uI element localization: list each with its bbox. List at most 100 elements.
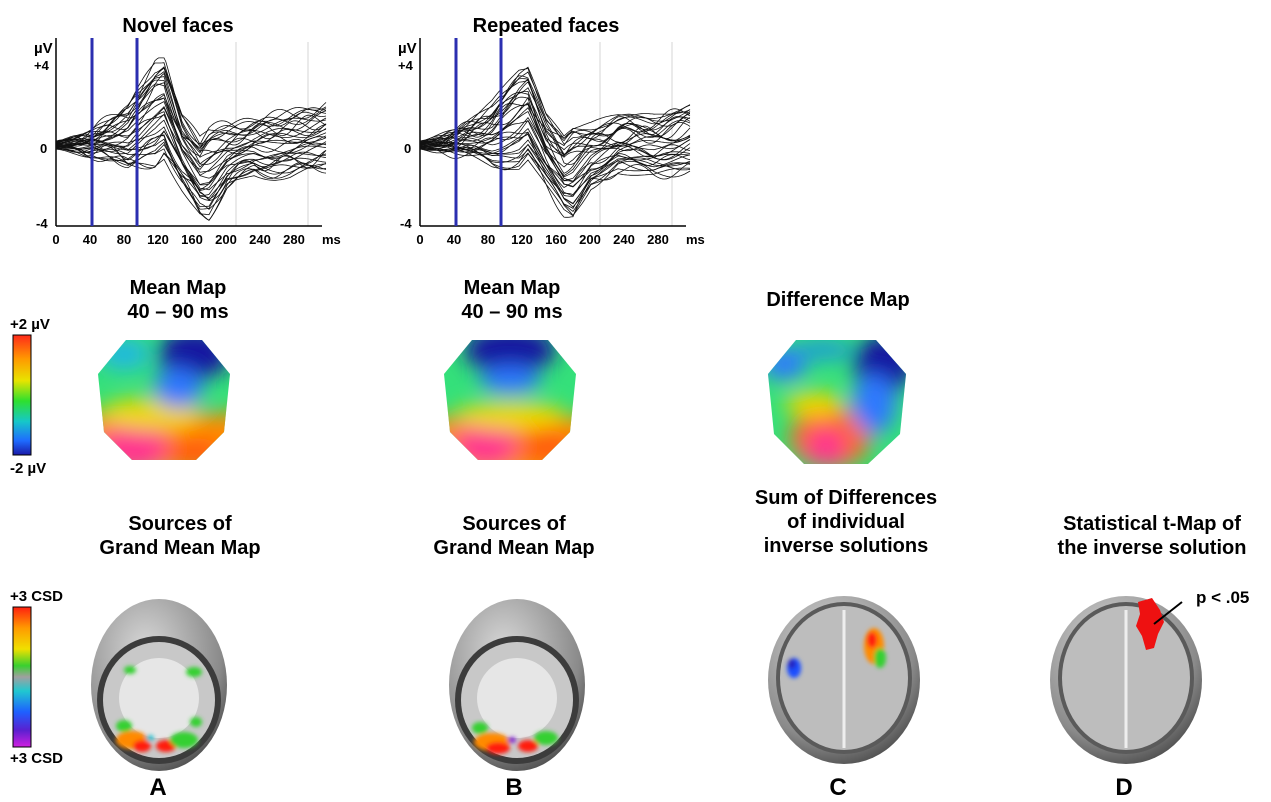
erp-trace xyxy=(419,81,691,157)
brain-source-c xyxy=(768,596,920,764)
erp-x-tick-label: 40 xyxy=(83,232,97,247)
erp-title-repeated: Repeated faces xyxy=(472,15,620,37)
erp2-ytick-top: +4 xyxy=(398,58,413,73)
source-b-title: Sources of Grand Mean Map xyxy=(433,512,594,560)
erp-x-tick-label: 0 xyxy=(52,232,59,247)
erp-x-tick-label: 240 xyxy=(613,232,635,247)
erp-trace xyxy=(419,143,691,204)
erp-trace xyxy=(55,97,327,165)
erp-x-tick-label: 200 xyxy=(579,232,601,247)
erp-trace xyxy=(55,138,327,210)
significance-annotation: p < .05 xyxy=(1196,588,1250,607)
erp-x-tick-label: 240 xyxy=(249,232,271,247)
topo-map-difference xyxy=(768,340,906,464)
map2-title: Mean Map 40 – 90 ms xyxy=(461,276,562,324)
map2-title-line2: 40 – 90 ms xyxy=(461,301,563,323)
erp-x-tick-label: 120 xyxy=(511,232,533,247)
erp-trace xyxy=(419,96,691,158)
erp-trace xyxy=(55,66,327,149)
erp2-ytick-bottom: -4 xyxy=(400,216,412,231)
map1-title-line1: Mean Map xyxy=(129,277,227,299)
source-scale-bottom-label: +3 CSD xyxy=(10,750,63,767)
erp-trace xyxy=(55,148,326,216)
erp-trace xyxy=(419,75,691,143)
erp-trace xyxy=(420,147,691,212)
erp-trace xyxy=(56,126,327,185)
brain-source-a xyxy=(91,599,227,771)
source-b-title-line2: Grand Mean Map xyxy=(433,537,595,559)
erp-x-tick-label: 40 xyxy=(447,232,461,247)
erp-trace xyxy=(419,104,691,168)
erp-trace xyxy=(419,139,691,205)
source-colorbar xyxy=(12,606,32,748)
erp-x-tick-label: 280 xyxy=(647,232,669,247)
erp-trace xyxy=(419,79,691,142)
source-c-title: Sum of Differences of individual inverse… xyxy=(755,486,937,558)
source-a-title-line2: Grand Mean Map xyxy=(99,537,261,559)
erp-x-tick-label: 160 xyxy=(181,232,203,247)
topo-map-repeated xyxy=(444,340,576,460)
source-a-title: Sources of Grand Mean Map xyxy=(99,512,260,560)
erp-trace xyxy=(419,127,691,197)
erp-trace xyxy=(419,142,691,208)
erp-trace xyxy=(55,62,327,142)
map2-title-line1: Mean Map xyxy=(463,277,561,299)
erp-trace xyxy=(55,111,327,191)
erp-x-tick-label: 120 xyxy=(147,232,169,247)
erp-trace xyxy=(55,66,327,148)
erp-trace xyxy=(419,110,691,181)
panel-letter-b: B xyxy=(505,774,523,801)
source-scale-top-label: +3 CSD xyxy=(10,588,63,605)
erp-x-tick-label: 160 xyxy=(545,232,567,247)
erp-trace xyxy=(419,107,691,178)
erp-trace xyxy=(56,119,327,197)
map-colorbar xyxy=(12,334,32,456)
map-scale-top-label: +2 µV xyxy=(10,316,50,333)
map1-title: Mean Map 40 – 90 ms xyxy=(127,276,228,324)
erp-trace xyxy=(55,72,327,157)
erp-trace xyxy=(419,119,691,188)
source-c-title-line2: of individual xyxy=(787,511,905,533)
erp1-ytick-top: +4 xyxy=(34,58,49,73)
erp-trace xyxy=(55,57,327,145)
erp-x-tick-label: 80 xyxy=(481,232,495,247)
erp-x-tick-label: 0 xyxy=(416,232,423,247)
erp1-ytick-zero: 0 xyxy=(40,141,48,156)
erp-trace xyxy=(55,82,327,168)
erp1-ytick-bottom: -4 xyxy=(36,216,48,231)
source-c-title-line1: Sum of Differences xyxy=(754,487,938,509)
erp-title-novel: Novel faces xyxy=(122,15,234,37)
map1-title-line2: 40 – 90 ms xyxy=(127,301,229,323)
source-d-title: Statistical t-Map of the inverse solutio… xyxy=(1058,512,1247,560)
erp-trace xyxy=(55,130,327,201)
erp2-ytick-zero: 0 xyxy=(404,141,412,156)
source-c-title-line3: inverse solutions xyxy=(763,535,929,557)
panel-letter-d: D xyxy=(1115,774,1133,801)
source-d-title-line1: Statistical t-Map of xyxy=(1063,513,1241,535)
erp-trace xyxy=(55,70,327,145)
erp-trace xyxy=(419,91,691,151)
erp-trace xyxy=(419,96,691,174)
erp-trace xyxy=(419,133,691,196)
erp-trace xyxy=(419,68,691,142)
erp1-y-unit: µV xyxy=(34,40,53,57)
erp-trace xyxy=(419,78,691,155)
map3-title: Difference Map xyxy=(766,289,910,311)
annotation-pointer xyxy=(1153,601,1183,625)
source-d-title-line2: the inverse solution xyxy=(1057,537,1247,559)
erp-trace xyxy=(419,102,691,165)
erp-trace xyxy=(419,71,691,142)
panel-letter-c: C xyxy=(829,774,847,801)
map-scale-bottom-label: -2 µV xyxy=(10,460,47,477)
erp2-y-unit: µV xyxy=(398,40,417,57)
source-a-title-line1: Sources of xyxy=(128,513,232,535)
erp-x-tick-label: 280 xyxy=(283,232,305,247)
erp-x-tick-label: 80 xyxy=(117,232,131,247)
erp-x-unit: ms xyxy=(686,232,705,247)
topo-map-novel xyxy=(98,340,230,460)
erp-x-tick-label: 200 xyxy=(215,232,237,247)
brain-source-b xyxy=(449,599,585,771)
erp-trace xyxy=(419,131,691,183)
